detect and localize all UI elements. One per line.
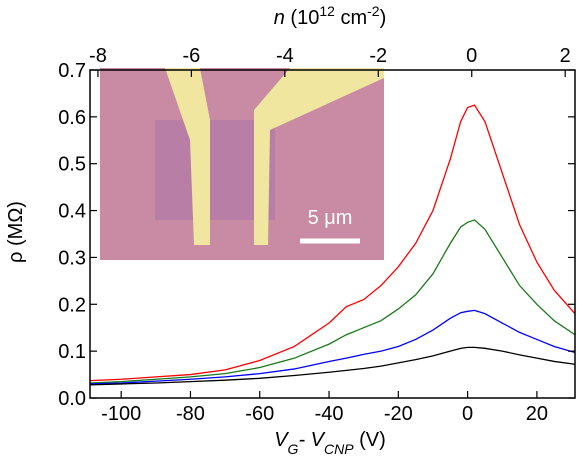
y-tick-label: 0.6 bbox=[58, 107, 86, 129]
x-tick-label: 20 bbox=[526, 403, 548, 425]
y-tick-label: 0.7 bbox=[58, 60, 86, 82]
axis-label-part: CNP bbox=[324, 441, 354, 456]
series-line bbox=[89, 219, 576, 384]
axis-label-part: - V bbox=[298, 429, 325, 451]
axis-label-part: G bbox=[288, 441, 299, 456]
axis-label-part: cm bbox=[335, 7, 367, 29]
inset-photo: 5 μm bbox=[100, 68, 384, 260]
series-line bbox=[89, 104, 576, 382]
inset-electrode bbox=[254, 68, 384, 245]
axis-label-part: n bbox=[274, 7, 285, 29]
axis-label-part: (V) bbox=[354, 429, 386, 451]
x-tick-label: -40 bbox=[315, 403, 344, 425]
x2-tick-label: 0 bbox=[466, 45, 477, 67]
y-tick-label: 0.3 bbox=[58, 247, 86, 269]
plot-frame bbox=[89, 69, 576, 399]
x2-tick-label: -8 bbox=[89, 45, 107, 67]
series-line bbox=[89, 346, 576, 386]
y-tick-label: 0.0 bbox=[58, 388, 86, 410]
y-tick-label: 0.4 bbox=[58, 201, 86, 223]
x-tick-label: -80 bbox=[176, 403, 205, 425]
axis-label-part: ) bbox=[380, 7, 387, 29]
x-tick-label: -100 bbox=[101, 403, 141, 425]
scale-label: 5 μm bbox=[308, 207, 353, 229]
x2-tick-label: -6 bbox=[182, 45, 200, 67]
x-tick-label: -20 bbox=[384, 403, 413, 425]
x-axis-label: VG- VCNP (V) bbox=[274, 429, 386, 456]
x2-tick-label: -2 bbox=[369, 45, 387, 67]
y-tick-label: 0.1 bbox=[58, 341, 86, 363]
axis-label-part: 12 bbox=[319, 3, 335, 19]
x-tick-label: -60 bbox=[245, 403, 274, 425]
y-tick-label: 0.5 bbox=[58, 154, 86, 176]
axis-label-part: -2 bbox=[367, 3, 380, 19]
axis-label-part: (10 bbox=[285, 7, 319, 29]
x2-tick-label: -4 bbox=[276, 45, 294, 67]
x2-tick-label: 2 bbox=[560, 45, 571, 67]
x2-axis-label: n (1012 cm-2) bbox=[274, 3, 387, 29]
y-axis-label: ρ (MΩ) bbox=[5, 201, 27, 263]
y-tick-label: 0.2 bbox=[58, 294, 86, 316]
x-tick-label: 0 bbox=[462, 403, 473, 425]
axis-label-part: V bbox=[274, 429, 289, 451]
inset-electrode bbox=[165, 68, 210, 245]
series-line bbox=[89, 309, 576, 385]
